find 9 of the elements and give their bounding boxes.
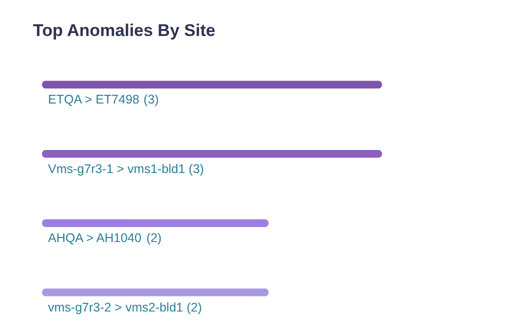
data-label: (3): [188, 162, 204, 176]
chart-title: Top Anomalies By Site: [33, 21, 216, 40]
data-label: (3): [144, 92, 159, 107]
data-label: (2): [146, 231, 162, 246]
y-tick-label: AHQA > AH1040: [48, 231, 142, 246]
y-tick-label: Vms-g7r3-1 > vms1-bld1: [48, 162, 186, 176]
y-tick-label: ETQA > ET7498: [48, 92, 140, 107]
data-label: (2): [186, 300, 202, 314]
y-tick-label: vms-g7r3-2 > vms2-bld1: [48, 300, 184, 314]
